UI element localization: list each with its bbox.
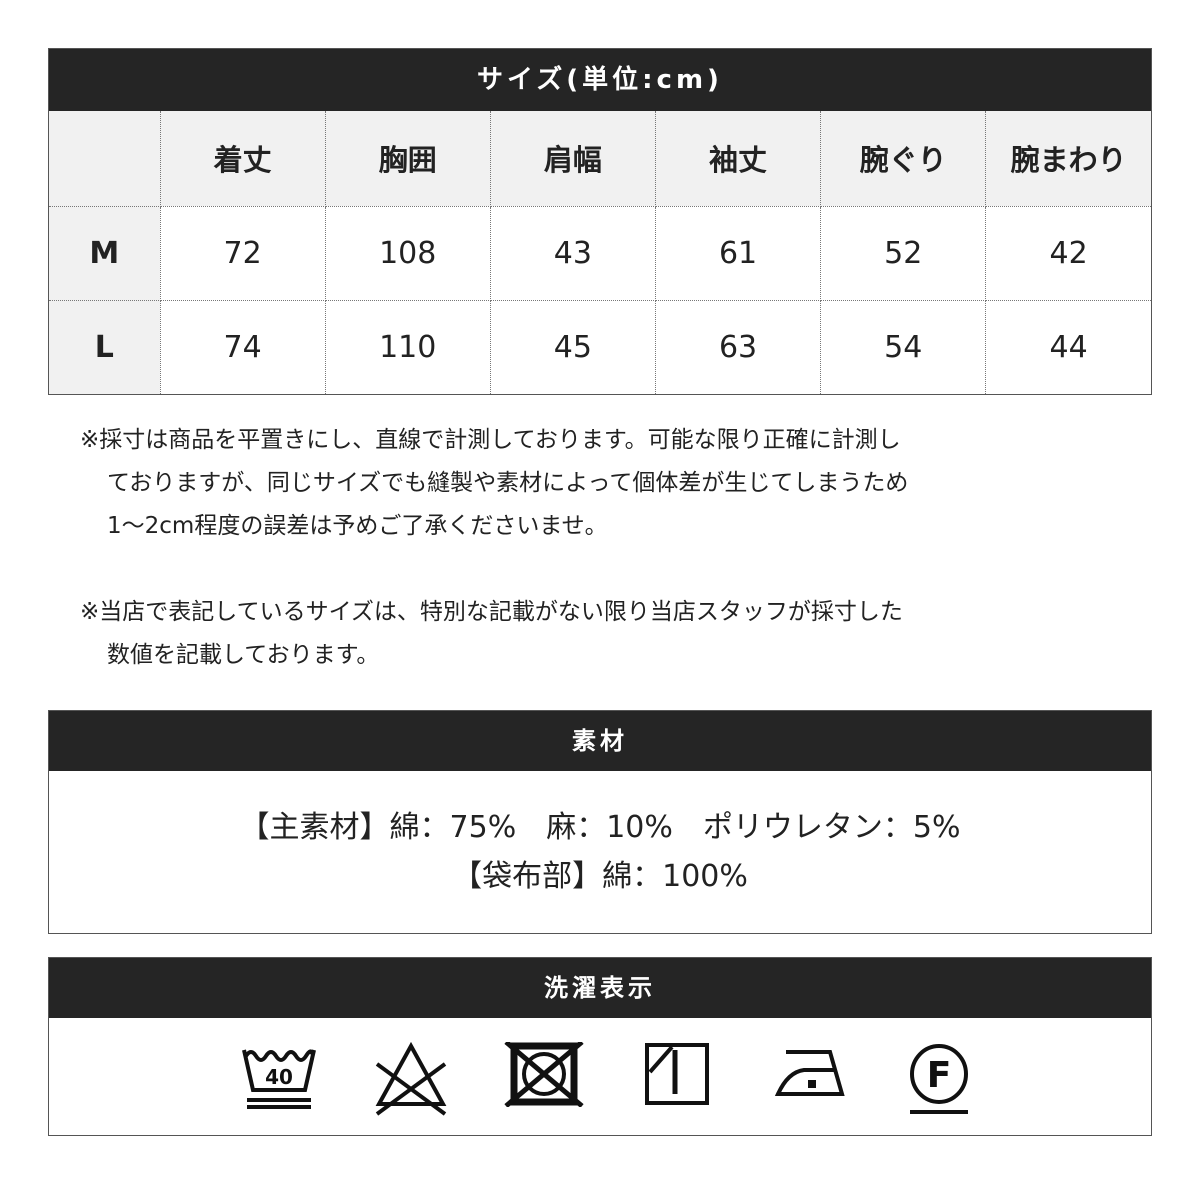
cell: 74	[159, 299, 326, 394]
note-line: 1～2cm程度の誤差は予めご了承くださいませ。	[107, 513, 608, 539]
line-dry-shade-icon	[645, 1043, 709, 1105]
no-bleach-icon	[375, 1042, 447, 1116]
header-cell: 袖丈	[654, 111, 822, 207]
iron-low-icon	[774, 1050, 845, 1096]
note-line: ておりますが、同じサイズでも縫製や素材によって個体差が生じてしまうため	[107, 470, 909, 496]
cell: 44	[985, 299, 1151, 394]
cell: 43	[489, 205, 656, 301]
cell: 108	[324, 205, 491, 301]
svg-text:40: 40	[265, 1065, 293, 1089]
header-row: 着丈 胸囲 肩幅 袖丈 腕ぐり 腕まわり	[49, 111, 1151, 207]
material-line: 【主素材】綿：75% 麻：10% ポリウレタン：5%	[239, 810, 961, 845]
size-table: サイズ(単位:cm) 着丈 胸囲 肩幅 袖丈 腕ぐり 腕まわり M 72 108…	[48, 48, 1152, 395]
material-line: 【袋布部】綿：100%	[452, 859, 748, 894]
size-label: M	[49, 205, 161, 301]
header-cell: 腕まわり	[985, 111, 1151, 207]
cell: 42	[985, 205, 1151, 301]
header-cell: 肩幅	[489, 111, 656, 207]
care-section: 洗濯表示 40 F	[48, 957, 1152, 1136]
material-section: 素材 【主素材】綿：75% 麻：10% ポリウレタン：5% 【袋布部】綿：100…	[48, 710, 1152, 934]
table-row: L 74 110 45 63 54 44	[49, 299, 1151, 394]
care-title: 洗濯表示	[49, 958, 1151, 1018]
wash-40-gentle-icon: 40	[242, 1049, 316, 1109]
measurement-note: ※採寸は商品を平置きにし、直線で計測しております。可能な限り正確に計測し ており…	[80, 419, 908, 548]
material-title: 素材	[49, 711, 1151, 771]
dry-clean-f-gentle-icon: F	[910, 1044, 968, 1114]
note-line: ※採寸は商品を平置きにし、直線で計測しております。可能な限り正確に計測し	[80, 427, 901, 453]
size-label: L	[49, 299, 161, 394]
cell: 72	[159, 205, 326, 301]
note-line: 数値を記載しております。	[107, 642, 380, 668]
header-cell: 胸囲	[324, 111, 491, 207]
cell: 61	[654, 205, 822, 301]
cell: 52	[820, 205, 987, 301]
cell: 54	[820, 299, 987, 394]
cell: 110	[324, 299, 491, 394]
header-cell	[49, 111, 161, 207]
cell: 63	[654, 299, 822, 394]
cell: 45	[489, 299, 656, 394]
svg-text:F: F	[927, 1055, 952, 1096]
size-table-title: サイズ(単位:cm)	[49, 49, 1151, 111]
size-note: ※当店で表記しているサイズは、特別な記載がない限り当店スタッフが採寸した 数値を…	[80, 591, 903, 677]
note-line: ※当店で表記しているサイズは、特別な記載がない限り当店スタッフが採寸した	[80, 599, 903, 625]
no-tumble-dry-icon	[504, 1042, 584, 1107]
header-cell: 腕ぐり	[820, 111, 987, 207]
header-cell: 着丈	[159, 111, 326, 207]
table-row: M 72 108 43 61 52 42	[49, 205, 1151, 301]
